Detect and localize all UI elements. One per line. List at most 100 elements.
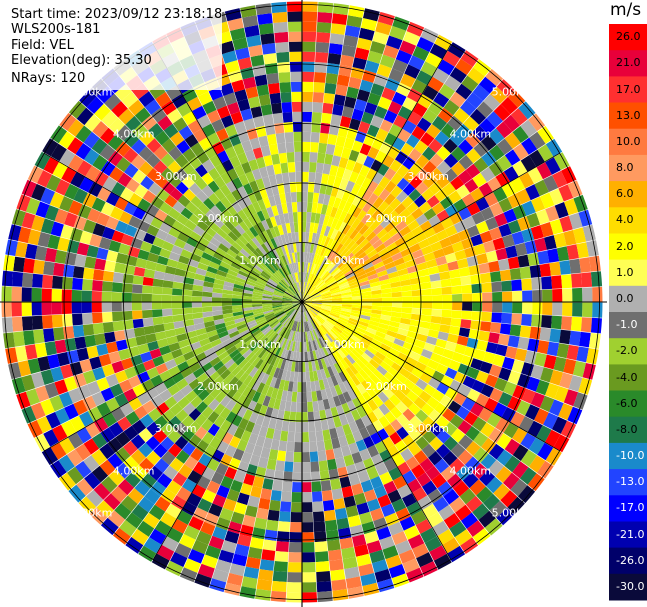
- velocity-gate: [390, 185, 403, 198]
- velocity-gate: [233, 314, 244, 320]
- velocity-gate: [107, 453, 123, 470]
- velocity-gate: [402, 183, 416, 196]
- velocity-gate: [242, 309, 253, 315]
- velocity-gate: [462, 302, 473, 311]
- velocity-gate: [21, 287, 32, 302]
- velocity-gate: [561, 316, 572, 331]
- velocity-gate: [314, 213, 321, 224]
- velocity-gate: [68, 200, 83, 216]
- velocity-gate: [316, 281, 326, 290]
- velocity-gate: [418, 238, 431, 249]
- velocity-gate: [270, 590, 287, 602]
- velocity-gate: [178, 255, 190, 265]
- velocity-gate: [178, 339, 190, 349]
- velocity-gate: [225, 411, 237, 424]
- velocity-gate: [537, 250, 550, 265]
- velocity-gate: [241, 302, 252, 305]
- start-time-label: Start time: 2023/09/12 23:18:18: [11, 7, 223, 22]
- velocity-gate: [544, 235, 557, 250]
- velocity-gate: [346, 464, 358, 477]
- velocity-gate: [71, 302, 82, 314]
- velocity-gate: [352, 386, 362, 398]
- velocity-gate: [512, 427, 528, 444]
- velocity-gate: [153, 323, 165, 333]
- velocity-gate: [144, 99, 161, 115]
- velocity-gate: [378, 322, 389, 330]
- velocity-gate: [41, 447, 59, 466]
- velocity-gate: [318, 326, 326, 336]
- velocity-gate: [70, 415, 85, 432]
- velocity-gate: [569, 330, 581, 346]
- velocity-gate: [253, 115, 265, 128]
- velocity-gate: [61, 289, 72, 302]
- velocity-gate: [419, 220, 433, 232]
- velocity-gate: [332, 302, 343, 305]
- velocity-gate: [434, 34, 453, 51]
- velocity-gate: [215, 462, 229, 476]
- velocity-gate: [41, 315, 53, 329]
- velocity-gate: [257, 221, 266, 233]
- velocity-gate: [372, 355, 383, 365]
- velocity-gate: [92, 223, 106, 237]
- velocity-gate: [449, 131, 465, 147]
- velocity-gate: [181, 501, 197, 516]
- velocity-gate: [190, 142, 204, 156]
- velocity-gate: [302, 81, 314, 92]
- velocity-gate: [272, 273, 281, 282]
- velocity-gate: [351, 218, 361, 230]
- velocity-gate: [99, 459, 116, 476]
- velocity-gate: [488, 443, 505, 460]
- velocity-gate: [282, 481, 293, 492]
- velocity-gate: [292, 242, 297, 253]
- velocity-gate: [358, 563, 374, 577]
- velocity-gate: [299, 251, 302, 262]
- velocity-gate: [27, 229, 41, 246]
- velocity-gate: [495, 466, 512, 483]
- velocity-gate: [342, 391, 352, 403]
- velocity-gate: [330, 406, 339, 419]
- velocity-gate: [381, 292, 392, 298]
- velocity-gate: [219, 40, 235, 55]
- velocity-gate: [351, 245, 362, 256]
- velocity-gate: [485, 374, 499, 388]
- velocity-gate: [52, 161, 68, 179]
- velocity-gate: [318, 256, 325, 267]
- velocity-gate: [302, 452, 311, 463]
- velocity-gate: [192, 507, 208, 522]
- velocity-gate: [303, 282, 306, 293]
- velocity-gate: [245, 229, 255, 240]
- velocity-gate: [298, 292, 302, 302]
- velocity-gate: [232, 241, 243, 252]
- velocity-gate: [436, 146, 451, 161]
- velocity-gate: [292, 299, 302, 302]
- velocity-gate: [402, 302, 413, 308]
- velocity-gate: [440, 466, 456, 481]
- velocity-gate: [355, 270, 366, 278]
- velocity-gate: [67, 239, 80, 254]
- velocity-gate: [137, 343, 150, 355]
- velocity-gate: [403, 169, 416, 183]
- velocity-gate: [314, 541, 328, 553]
- velocity-gate: [83, 455, 100, 472]
- velocity-gate: [283, 265, 290, 276]
- velocity-gate: [219, 261, 231, 270]
- velocity-gate: [436, 415, 450, 430]
- colorbar-segment: [609, 312, 647, 339]
- velocity-gate: [296, 181, 302, 192]
- velocity-gate: [389, 25, 407, 41]
- velocity-gate: [187, 96, 202, 111]
- velocity-gate: [458, 207, 472, 221]
- velocity-gate: [236, 273, 248, 281]
- velocity-gate: [23, 330, 35, 346]
- velocity-gate: [433, 553, 452, 570]
- velocity-gate: [251, 237, 261, 248]
- velocity-gate: [262, 197, 271, 209]
- velocity-gate: [352, 361, 363, 373]
- velocity-gate: [274, 419, 283, 431]
- velocity-gate: [295, 282, 300, 293]
- velocity-gate: [453, 481, 470, 497]
- velocity-gate: [434, 131, 450, 146]
- velocity-gate: [395, 372, 408, 384]
- velocity-gate: [304, 311, 308, 322]
- velocity-gate: [272, 322, 281, 331]
